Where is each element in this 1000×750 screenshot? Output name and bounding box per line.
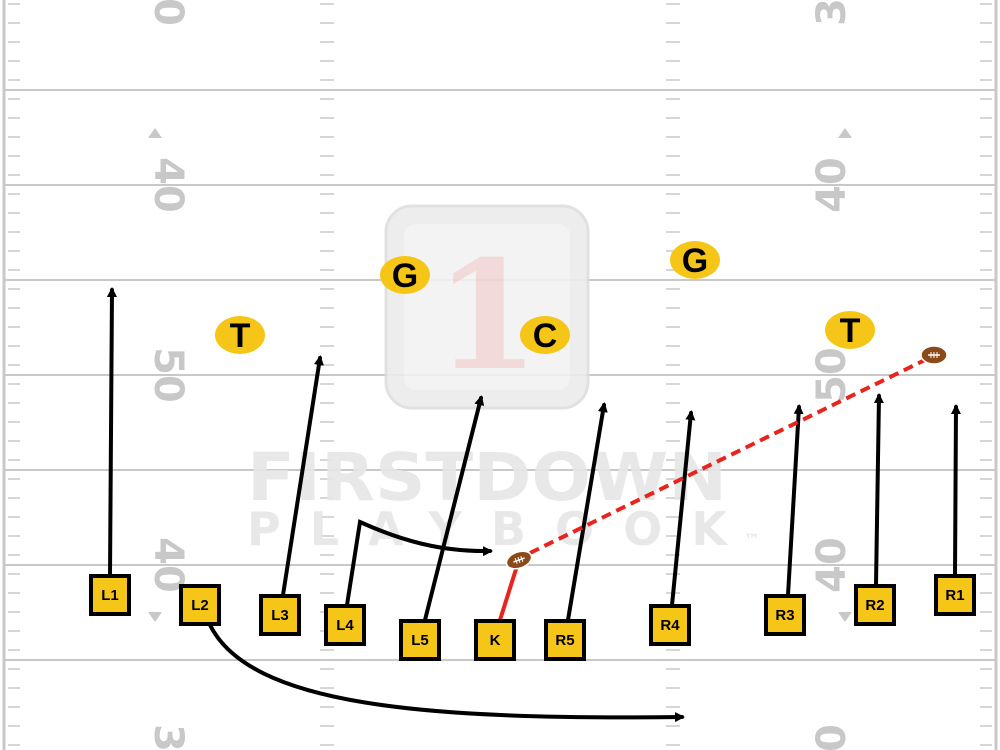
- route-R5: [566, 402, 608, 622]
- player-L5: L5: [399, 619, 441, 661]
- player-label: R4: [660, 617, 680, 634]
- route-R1: [950, 404, 961, 577]
- player-label: L3: [271, 607, 289, 624]
- route-L1: [106, 287, 117, 577]
- yard-number-left-4: 3: [145, 724, 191, 750]
- receiver-label: G: [682, 242, 708, 280]
- yard-number-left-1: 40: [145, 157, 191, 213]
- direction-arrow-icon: [148, 128, 162, 138]
- route-R4: [670, 410, 696, 607]
- player-label: R2: [865, 597, 884, 614]
- player-label: L4: [336, 617, 354, 634]
- receiver-G-left: G: [380, 256, 430, 295]
- route-L4: [345, 519, 493, 607]
- yard-number-right-1: 40: [809, 157, 855, 213]
- player-label: L2: [191, 597, 209, 614]
- player-R1: R1: [934, 574, 976, 616]
- yard-number-left-3: 40: [145, 537, 191, 593]
- receiver-label: T: [230, 317, 251, 355]
- player-L1: L1: [89, 574, 131, 616]
- player-K: K: [474, 619, 516, 661]
- player-R3: R3: [764, 594, 806, 636]
- watermark: 1 FIRSTDOWN PLAYBOOK ™: [247, 204, 760, 556]
- player-R2: R2: [854, 584, 896, 626]
- kick-path-dashed: [529, 358, 926, 555]
- player-L2: L2: [179, 584, 221, 626]
- yard-number-right-2: 50: [809, 347, 855, 403]
- direction-arrow-icon: [838, 612, 852, 622]
- receiver-G-right: G: [670, 241, 720, 280]
- player-label: L5: [411, 632, 429, 649]
- route-R3: [786, 404, 804, 597]
- kicking-team: L1 L2 L3 L4 L5 K R5 R4: [89, 574, 976, 661]
- player-label: K: [490, 632, 501, 649]
- direction-arrow-icon: [148, 612, 162, 622]
- player-label: L1: [101, 587, 119, 604]
- kick-paths: [498, 358, 926, 621]
- route-L5: [423, 395, 485, 622]
- player-L4: L4: [324, 604, 366, 646]
- kick-path-solid: [498, 565, 519, 621]
- receiver-C: C: [520, 316, 570, 355]
- receiver-T-right: T: [825, 311, 875, 350]
- football-icon: [505, 550, 533, 570]
- routes: [106, 287, 961, 723]
- player-R4: R4: [649, 604, 691, 646]
- player-label: R5: [555, 632, 574, 649]
- player-R5: R5: [544, 619, 586, 661]
- receiver-label: T: [840, 312, 861, 350]
- yard-number-right-4: 0: [809, 724, 855, 750]
- watermark-badge-number: 1: [435, 228, 539, 404]
- yard-numbers: 0 40 50 40 3 3 40 50 40 0: [145, 0, 855, 750]
- watermark-brand-line1: FIRSTDOWN: [247, 439, 727, 516]
- watermark-trademark: ™: [744, 530, 760, 549]
- player-L3: L3: [259, 594, 301, 636]
- receiver-label: C: [533, 317, 558, 355]
- route-L3: [281, 355, 324, 597]
- yard-number-left-2: 50: [145, 347, 191, 403]
- player-label: R1: [945, 587, 964, 604]
- hash-marks: [8, 3, 992, 746]
- yard-number-right-0: 3: [809, 0, 855, 26]
- receiving-team: T G C G T: [215, 241, 875, 355]
- yard-number-right-3: 40: [809, 537, 855, 593]
- receiver-label: G: [392, 257, 418, 295]
- route-L2: [208, 623, 685, 723]
- football-icon: [920, 345, 948, 365]
- player-label: R3: [775, 607, 794, 624]
- route-R2: [873, 393, 884, 587]
- yard-number-left-0: 0: [145, 0, 191, 26]
- receiver-T-left: T: [215, 316, 265, 355]
- direction-arrow-icon: [838, 128, 852, 138]
